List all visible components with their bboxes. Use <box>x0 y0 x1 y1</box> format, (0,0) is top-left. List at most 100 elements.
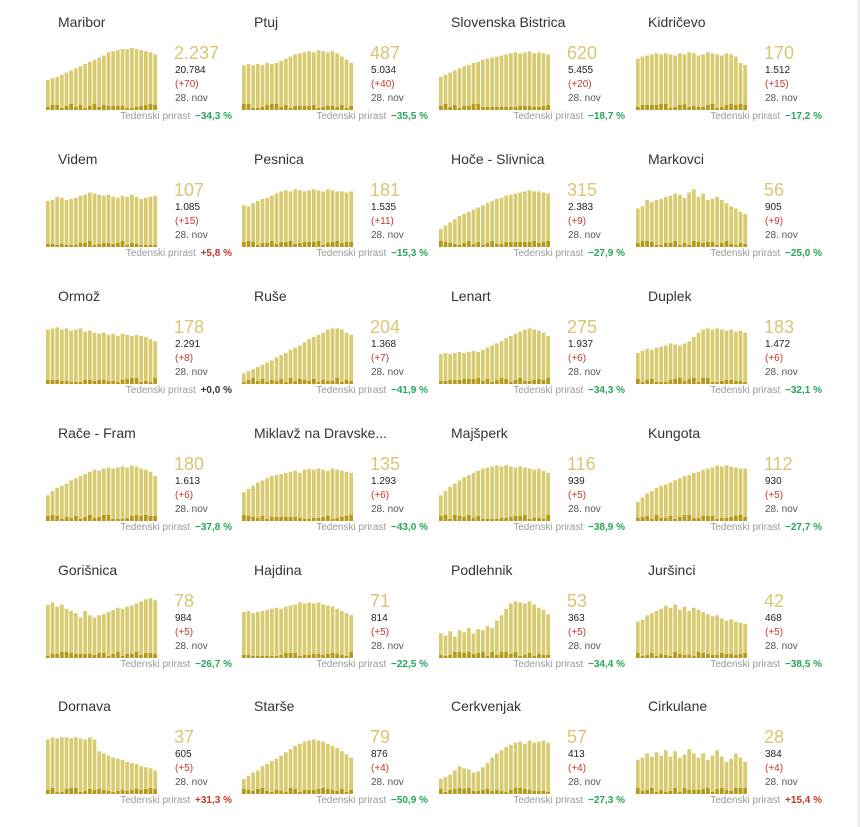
municipality-card[interactable]: Lenart 275 1.937 (+6) 28. nov Tedenski priras… <box>439 282 635 412</box>
sparkline-bar <box>724 761 729 794</box>
municipality-card[interactable]: Rače - Fram 180 1.613 (+6) 28. nov Tedenski p… <box>46 419 242 549</box>
sparkline-bar <box>485 58 490 110</box>
sparkline-daily-bar <box>650 242 654 247</box>
sparkline-bar <box>462 768 466 794</box>
sparkline-daily-bar <box>88 241 92 247</box>
sparkline-daily-bar <box>153 516 157 521</box>
municipality-card[interactable]: Ptuj 487 5.034 (+40) 28. nov Tedenski prirast… <box>242 8 438 138</box>
sparkline-daily-bar <box>541 106 546 110</box>
municipality-card[interactable]: Majšperk 116 939 (+5) 28. nov Tedenski priras… <box>439 419 635 549</box>
sparkline-daily-bar <box>541 655 546 658</box>
sparkline-bar <box>97 333 101 384</box>
sparkline-daily-bar <box>729 654 733 658</box>
sparkline-daily-bar <box>330 653 335 658</box>
sparkline-bar <box>532 329 536 384</box>
sparkline-daily-bar <box>476 516 480 521</box>
sparkline-bar <box>279 60 283 110</box>
sparkline-daily-bar <box>102 243 106 247</box>
sparkline-daily-bar <box>687 379 691 384</box>
sparkline-bar <box>513 467 518 521</box>
sparkline-daily-bar <box>734 516 738 521</box>
weekly-growth-label: Tedenski prirast <box>710 111 781 122</box>
active-cases-value: 180 <box>174 454 205 474</box>
sparkline-daily-bar <box>527 106 532 110</box>
sparkline-bar <box>302 342 307 384</box>
sparkline-daily-bar <box>724 654 729 658</box>
sparkline-bar <box>316 740 321 794</box>
municipality-card[interactable]: Cerkvenjak 57 413 (+4) 28. nov Tedenski prira… <box>439 692 635 822</box>
sparkline-daily-bar <box>439 655 443 658</box>
sparkline-daily-bar <box>443 792 448 794</box>
municipality-card[interactable]: Hajdina 71 814 (+5) 28. nov Tedenski prirast … <box>242 556 438 686</box>
municipality-card[interactable]: Pesnica 181 1.535 (+11) 28. nov Tedenski prir… <box>242 145 438 275</box>
sparkline-bar <box>260 198 265 247</box>
sparkline-daily-bar <box>513 380 518 384</box>
active-cases-value: 112 <box>764 454 793 474</box>
municipality-card[interactable]: Maribor 2.237 20.784 (+70) 28. nov Tedenski p… <box>46 8 242 138</box>
sparkline-daily-bar <box>453 380 457 384</box>
municipality-card[interactable]: Podlehnik 53 363 (+5) 28. nov Tedenski priras… <box>439 556 635 686</box>
municipality-card[interactable]: Juršinci 42 468 (+5) 28. nov Tedenski prirast… <box>636 556 832 686</box>
sparkline-daily-bar <box>636 379 640 384</box>
sparkline-daily-bar <box>279 655 283 658</box>
sparkline-bar <box>97 57 101 110</box>
sparkline-daily-bar <box>330 242 335 247</box>
sparkline-daily-bar <box>69 245 73 247</box>
municipality-card[interactable]: Kidričevo 170 1.512 (+15) 28. nov Tedenski pr… <box>636 8 832 138</box>
municipality-card[interactable]: Kungota 112 930 (+5) 28. nov Tedenski prirast… <box>636 419 832 549</box>
municipality-card[interactable]: Hoče - Slivnica 315 2.383 (+9) 28. nov Tedens… <box>439 145 635 275</box>
sparkline-daily-bar <box>720 518 724 521</box>
sparkline-bar <box>125 49 129 110</box>
weekly-growth: Tedenski prirast −27,7 % <box>710 522 822 533</box>
municipality-card[interactable]: Dornava 37 605 (+5) 28. nov Tedenski prirast … <box>46 692 242 822</box>
municipality-card[interactable]: Ruše 204 1.368 (+7) 28. nov Tedenski prirast … <box>242 282 438 412</box>
sparkline-daily-bar <box>326 381 330 384</box>
sparkline-daily-bar <box>302 655 307 658</box>
scrollbar[interactable] <box>857 0 860 827</box>
sparkline-daily-bar <box>457 516 462 521</box>
sparkline-daily-bar <box>326 789 330 794</box>
sparkline-daily-bar <box>499 518 504 521</box>
sparkline-daily-bar <box>69 788 73 794</box>
sparkline-bar <box>106 52 111 110</box>
sparkline-daily-bar <box>738 381 743 384</box>
sparkline-daily-bar <box>692 106 696 110</box>
municipality-name: Ormož <box>58 288 100 304</box>
municipality-card[interactable]: Cirkulane 28 384 (+4) 28. nov Tedenski priras… <box>636 692 832 822</box>
date-label: 28. nov <box>765 230 798 241</box>
sparkline-bar <box>481 468 485 521</box>
sparkline-daily-bar <box>471 104 476 110</box>
sparkline-bar <box>645 55 649 110</box>
sparkline-bar <box>673 480 677 521</box>
sparkline-daily-bar <box>312 790 316 794</box>
municipality-card[interactable]: Ormož 178 2.291 (+8) 28. nov Tedenski prirast… <box>46 282 242 412</box>
municipality-card[interactable]: Miklavž na Dravske... 135 1.293 (+6) 28. nov… <box>242 419 438 549</box>
sparkline-daily-bar <box>288 108 293 110</box>
sparkline-bar <box>720 466 724 521</box>
sparkline-bar <box>60 329 64 384</box>
sparkline-daily-bar <box>481 107 485 110</box>
municipality-card[interactable]: Duplek 183 1.472 (+6) 28. nov Tedenski priras… <box>636 282 832 412</box>
sparkline-daily-bar <box>256 245 260 247</box>
municipality-card[interactable]: Gorišnica 78 984 (+5) 28. nov Tedenski priras… <box>46 556 242 686</box>
municipality-name: Hoče - Slivnica <box>451 151 545 167</box>
municipality-card[interactable]: Slovenska Bistrica 620 5.455 (+20) 28. nov Te… <box>439 8 635 138</box>
sparkline-bar <box>738 468 743 521</box>
date-label: 28. nov <box>568 93 601 104</box>
sparkline-bar <box>701 54 705 110</box>
sparkline-bar <box>316 468 321 521</box>
sparkline-daily-bar <box>344 108 349 110</box>
sparkline-bar <box>256 770 260 794</box>
sparkline-daily-bar <box>125 245 129 247</box>
sparkline-daily-bar <box>509 517 513 521</box>
sparkline-bar <box>50 602 55 658</box>
sparkline-daily-bar <box>453 105 457 110</box>
municipality-card[interactable]: Markovci 56 905 (+9) 28. nov Tedenski prirast… <box>636 145 832 275</box>
municipality-card[interactable]: Videm 107 1.085 (+15) 28. nov Tedenski priras… <box>46 145 242 275</box>
sparkline-bar <box>120 333 125 384</box>
sparkline-bar <box>467 211 471 247</box>
sparkline-bar <box>50 77 55 110</box>
sparkline-daily-bar <box>46 380 50 384</box>
municipality-card[interactable]: Starše 79 876 (+4) 28. nov Tedenski prirast −… <box>242 692 438 822</box>
sparkline-bar <box>499 750 504 794</box>
